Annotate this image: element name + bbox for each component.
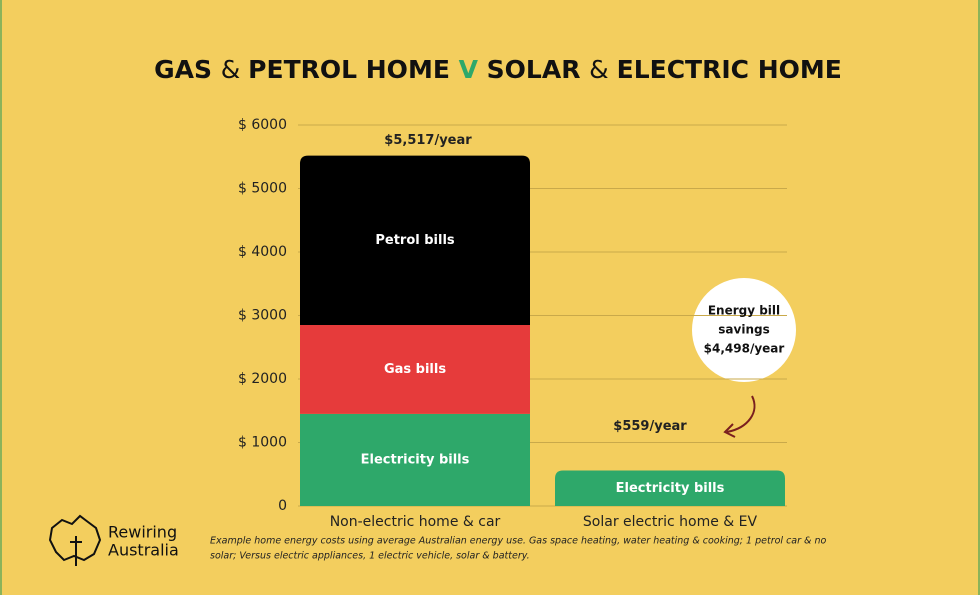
logo-map [48,514,102,562]
segment-label: Electricity bills [361,452,470,467]
y-tick-label: $ 1000 [238,435,287,451]
chart-title: GAS & PETROL HOME V SOLAR & ELECTRIC HOM… [154,55,842,84]
segment-label: Petrol bills [375,233,455,248]
title-part: GAS [154,55,221,84]
total-label: $5,517/year [384,133,472,148]
footnote: solar; Versus electric appliances, 1 ele… [210,551,530,562]
title-part: V [459,55,487,84]
x-tick-label: Non-electric home & car [330,514,501,530]
bar-segment [300,413,530,506]
segment-label: Gas bills [384,362,446,377]
y-tick-label: $ 2000 [238,371,287,387]
y-tick-label: $ 4000 [238,244,287,260]
y-tick-label: $ 3000 [238,308,287,324]
annotation-arrow [726,395,756,433]
annotation-arrowhead [723,423,736,438]
segment-label: Electricity bills [616,481,725,496]
y-tick-label: $ 6000 [238,117,287,133]
logo-text: Rewiring [108,523,177,542]
title-part: & [221,55,248,84]
annotation-text: savings [718,323,769,337]
y-tick-label: 0 [278,498,287,514]
title-part: PETROL HOME [248,55,458,84]
annotation-text: Energy bill [708,304,780,318]
y-tick-label: $ 5000 [238,181,287,197]
title-part: SOLAR [487,55,590,84]
total-label: $559/year [613,419,687,434]
title-part: ELECTRIC HOME [617,55,842,84]
bar-segment [300,325,530,414]
footnote: Example home energy costs using average … [210,536,826,547]
bar-segment [555,470,785,506]
annotation-text: $4,498/year [704,342,785,356]
annotation-bubble [692,278,796,382]
title-part: & [589,55,616,84]
x-tick-label: Solar electric home & EV [583,514,758,530]
logo-plug [70,536,82,566]
logo-text: Australia [108,541,179,560]
bar-segment [300,155,530,326]
